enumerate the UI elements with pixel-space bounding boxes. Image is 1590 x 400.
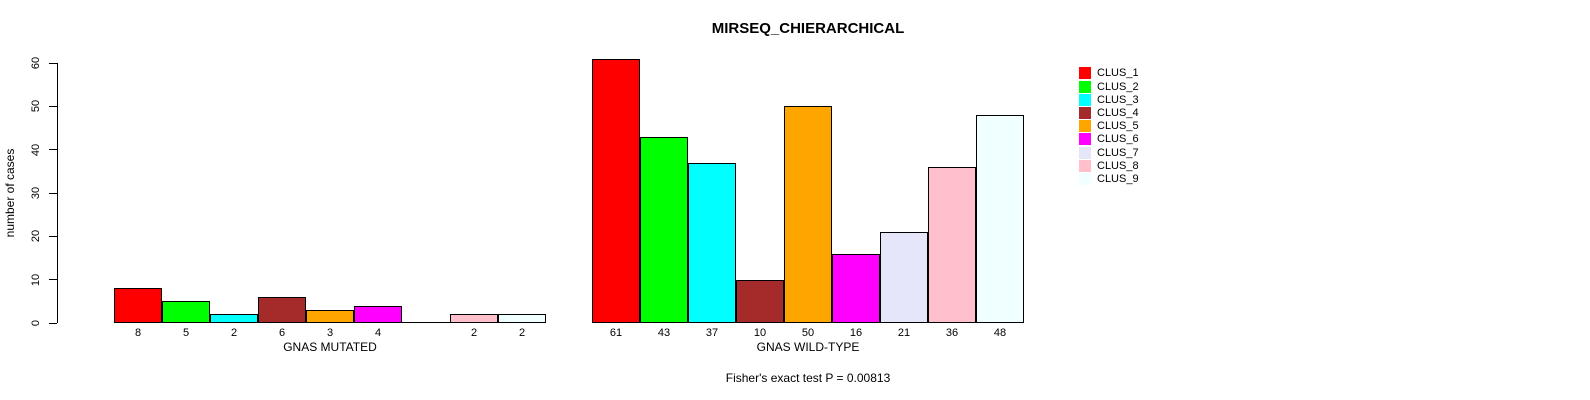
legend-swatch xyxy=(1079,67,1091,80)
legend-swatch xyxy=(1079,93,1091,106)
bar xyxy=(306,310,354,323)
bar-value-label: 2 xyxy=(470,327,478,339)
y-tick xyxy=(49,105,57,107)
group-label: GNAS WILD-TYPE xyxy=(756,340,860,354)
bar xyxy=(210,314,258,323)
bar xyxy=(928,167,976,323)
bar xyxy=(688,163,736,323)
bar xyxy=(640,137,688,323)
fisher-test-annotation: Fisher's exact test P = 0.00813 xyxy=(725,371,891,385)
bar-value-label: 50 xyxy=(801,327,815,339)
bar-zero-line xyxy=(402,322,450,323)
bar-value-label: 48 xyxy=(993,327,1007,339)
legend-label: CLUS_6 xyxy=(1097,133,1139,146)
y-tick-label: 10 xyxy=(30,273,42,286)
bar-value-label: 8 xyxy=(134,327,142,339)
y-tick-label: 0 xyxy=(30,319,42,327)
bar-value-label: 61 xyxy=(609,327,623,339)
bar-value-label: 5 xyxy=(182,327,190,339)
y-axis-title: number of cases xyxy=(3,148,17,238)
bar-value-label: 6 xyxy=(278,327,286,339)
bar xyxy=(498,314,546,323)
y-tick-label: 20 xyxy=(30,230,42,243)
bar xyxy=(450,314,498,323)
y-tick xyxy=(49,235,57,237)
legend-label: CLUS_2 xyxy=(1097,80,1139,93)
legend-swatch xyxy=(1079,80,1091,93)
legend-label: CLUS_7 xyxy=(1097,146,1139,159)
y-tick xyxy=(49,279,57,281)
y-tick-label: 40 xyxy=(30,143,42,156)
y-tick-label: 60 xyxy=(30,56,42,70)
bar xyxy=(354,306,402,323)
legend-label: CLUS_3 xyxy=(1097,93,1139,106)
y-axis-line xyxy=(57,63,58,323)
bar xyxy=(258,297,306,323)
y-tick xyxy=(49,149,57,151)
group-label: GNAS MUTATED xyxy=(283,340,377,354)
y-tick-label: 30 xyxy=(30,186,42,200)
y-tick-label: 50 xyxy=(30,100,42,113)
bar-value-label: 37 xyxy=(705,327,719,339)
legend-swatch xyxy=(1079,120,1091,133)
y-tick xyxy=(49,322,57,324)
legend-label: CLUS_9 xyxy=(1097,172,1139,185)
y-tick xyxy=(49,192,57,194)
legend-label: CLUS_8 xyxy=(1097,159,1139,172)
bar xyxy=(832,254,880,323)
bar xyxy=(880,232,928,323)
bar-value-label: 16 xyxy=(849,327,863,339)
bar xyxy=(784,106,832,323)
y-tick xyxy=(49,62,57,64)
legend-swatch xyxy=(1079,159,1091,172)
bar xyxy=(976,115,1024,323)
legend-label: CLUS_4 xyxy=(1097,106,1139,119)
bar-value-label: 2 xyxy=(230,327,238,339)
bar-value-label: 4 xyxy=(374,327,382,339)
bar-value-label: 2 xyxy=(518,327,526,339)
bar-value-label: 36 xyxy=(945,327,959,339)
bar-value-label: 10 xyxy=(753,327,767,339)
legend-label: CLUS_5 xyxy=(1097,120,1139,133)
bar-value-label: 3 xyxy=(326,327,334,339)
legend-label: CLUS_1 xyxy=(1097,67,1139,80)
legend-swatch xyxy=(1079,106,1091,119)
legend-swatch xyxy=(1079,172,1091,185)
bar xyxy=(162,301,210,323)
bar xyxy=(592,59,640,323)
bar-value-label: 43 xyxy=(657,327,671,339)
chart-title: MIRSEQ_CHIERARCHICAL xyxy=(711,20,905,37)
legend-swatch xyxy=(1079,146,1091,159)
bar xyxy=(736,280,784,323)
legend-swatch xyxy=(1079,133,1091,146)
bar xyxy=(114,288,162,323)
bar-value-label: 21 xyxy=(897,327,911,339)
